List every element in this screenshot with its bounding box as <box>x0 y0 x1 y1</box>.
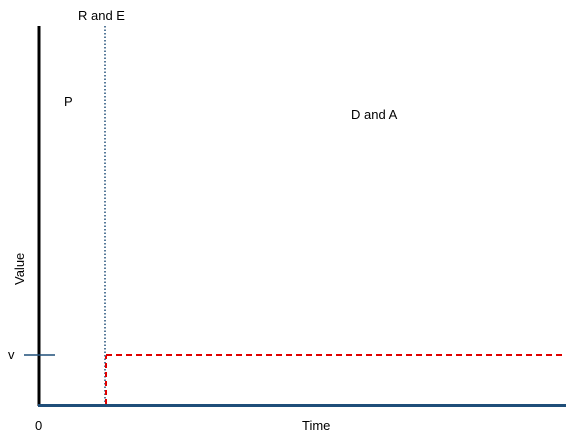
left-region-label: P <box>64 94 73 109</box>
top-label: R and E <box>78 8 125 23</box>
origin-label: 0 <box>35 418 43 433</box>
x-axis-label: Time <box>302 418 331 433</box>
value-marker-label: v <box>8 347 15 362</box>
y-axis-label: Value <box>12 252 27 285</box>
right-region-label: D and A <box>351 107 398 122</box>
